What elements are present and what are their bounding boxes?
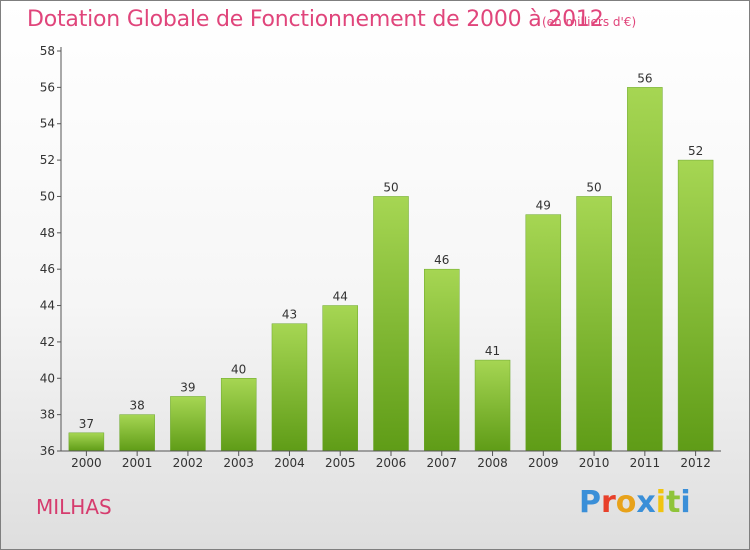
value-label-2009: 49 [536, 199, 551, 213]
value-label-2002: 39 [180, 380, 195, 394]
bar-2011 [627, 87, 663, 452]
y-tick-label-56: 56 [40, 80, 55, 94]
y-tick-label-48: 48 [40, 226, 55, 240]
y-tick-label-52: 52 [40, 153, 55, 167]
value-label-2008: 41 [485, 344, 500, 358]
x-tick-label-2002: 2002 [173, 456, 204, 470]
commune-name: MILHAS [36, 495, 112, 519]
value-label-2010: 50 [586, 180, 601, 194]
y-tick-label-58: 58 [40, 44, 55, 58]
bar-2005 [322, 305, 358, 452]
logo-letter: i [680, 485, 691, 520]
x-tick-label-2007: 2007 [426, 456, 457, 470]
x-tick-label-2011: 2011 [630, 456, 661, 470]
value-label-2000: 37 [79, 417, 94, 431]
bar-2012 [677, 159, 714, 452]
y-tick-label-36: 36 [40, 444, 55, 458]
x-tick-label-2006: 2006 [376, 456, 407, 470]
y-tick-label-50: 50 [40, 189, 55, 203]
value-label-2003: 40 [231, 362, 246, 376]
x-tick-label-2010: 2010 [579, 456, 610, 470]
bar-2004 [271, 323, 308, 452]
y-tick-label-38: 38 [40, 408, 55, 422]
bar-2009 [525, 214, 562, 452]
x-tick-label-2005: 2005 [325, 456, 356, 470]
chart-title: Dotation Globale de Fonctionnement de 20… [27, 7, 604, 32]
y-tick-label-54: 54 [40, 117, 55, 131]
value-label-2006: 50 [383, 180, 398, 194]
value-label-2001: 38 [130, 399, 145, 413]
x-tick-label-2003: 2003 [223, 456, 254, 470]
x-tick-label-2008: 2008 [477, 456, 508, 470]
value-label-2004: 43 [282, 308, 297, 322]
bar-2002 [170, 396, 206, 452]
y-tick-label-42: 42 [40, 335, 55, 349]
value-label-2007: 46 [434, 253, 449, 267]
bar-2006 [373, 196, 409, 452]
x-tick-label-2001: 2001 [122, 456, 153, 470]
x-tick-label-2012: 2012 [680, 456, 711, 470]
chart-subtitle: (en milliers d'€) [542, 15, 637, 29]
logo-letter: o [615, 485, 637, 520]
bar-2001 [119, 414, 155, 452]
y-tick-label-40: 40 [40, 371, 55, 385]
logo-letter: x [636, 485, 656, 520]
bar-2000 [68, 432, 105, 452]
bar-2008 [474, 359, 511, 452]
value-label-2012: 52 [688, 144, 703, 158]
x-tick-label-2000: 2000 [71, 456, 102, 470]
proxiti-logo[interactable]: Proxiti [579, 485, 691, 520]
y-tick-label-44: 44 [40, 299, 55, 313]
bar-2010 [576, 196, 612, 452]
bar-2007 [424, 268, 460, 452]
y-tick-label-46: 46 [40, 262, 55, 276]
logo-letter: i [655, 485, 667, 520]
value-label-2005: 44 [333, 290, 348, 304]
x-tick-label-2009: 2009 [528, 456, 559, 470]
x-tick-label-2004: 2004 [274, 456, 305, 470]
logo-letter: r [601, 485, 616, 520]
bar-2003 [220, 378, 257, 452]
logo-letter: t [666, 485, 681, 520]
logo-letter: P [579, 485, 601, 520]
value-label-2011: 56 [637, 71, 652, 85]
